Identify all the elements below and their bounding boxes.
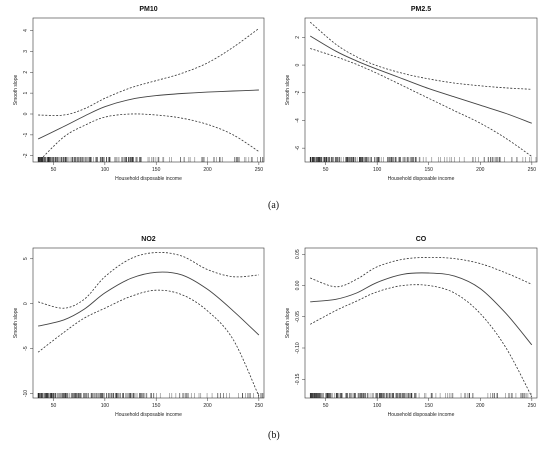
confidence-band-line xyxy=(309,21,532,90)
x-tick-label: 250 xyxy=(528,403,537,409)
plot-frame xyxy=(304,17,538,163)
x-tick-label: 150 xyxy=(425,167,434,173)
rug-marks xyxy=(37,157,264,162)
y-axis-label: Smooth slope xyxy=(13,74,19,105)
y-tick-label: 0 xyxy=(23,302,29,305)
x-tick-label: 50 xyxy=(51,403,57,409)
smooth-curve xyxy=(37,89,259,140)
chart-title: PM10 xyxy=(139,6,157,13)
y-tick-label: -6 xyxy=(295,146,301,151)
x-tick-label: 150 xyxy=(425,403,434,409)
y-tick-label: 0.05 xyxy=(295,249,301,259)
confidence-band-line xyxy=(310,256,532,288)
y-tick-label: 5 xyxy=(23,257,29,260)
chart-title: CO xyxy=(416,236,427,243)
y-tick-label: 0 xyxy=(23,112,29,115)
x-axis-label: Household disposable income xyxy=(388,412,455,418)
chart-title: PM2.5 xyxy=(411,6,431,13)
y-tick-label: 2 xyxy=(295,36,301,39)
x-tick-label: 200 xyxy=(203,403,212,409)
confidence-band-line xyxy=(38,251,259,309)
y-tick-label: -1 xyxy=(23,132,29,137)
y-tick-label: -0.05 xyxy=(295,311,301,323)
caption-b: (b) xyxy=(268,430,280,441)
plot-frame xyxy=(32,17,265,163)
x-tick-label: 100 xyxy=(373,167,382,173)
chart-panel-1: PM2.5 50 100 150 200 250 -6 -4 -2 0 2 Household dis… xyxy=(285,6,538,182)
y-tick-label: -4 xyxy=(295,118,301,123)
y-tick-label: 2 xyxy=(23,71,29,74)
plot-frame xyxy=(304,247,538,399)
x-axis-label: Household disposable income xyxy=(388,176,455,182)
y-tick-label: -0.10 xyxy=(295,342,301,354)
y-tick-label: 1 xyxy=(23,92,29,95)
y-tick-label: 3 xyxy=(23,50,29,53)
y-tick-label: 0 xyxy=(295,63,301,66)
x-tick-label: 250 xyxy=(528,167,537,173)
x-tick-label: 100 xyxy=(101,167,110,173)
rug-marks xyxy=(309,157,537,162)
caption-a: (a) xyxy=(268,200,280,211)
confidence-band-line xyxy=(38,28,260,116)
rug-marks xyxy=(37,393,264,398)
x-tick-label: 250 xyxy=(255,403,264,409)
x-tick-label: 250 xyxy=(255,167,264,173)
x-tick-label: 200 xyxy=(476,167,485,173)
y-tick-label: -2 xyxy=(295,90,301,95)
y-axis-label: Smooth slope xyxy=(285,307,291,338)
chart-panel-3: CO 50 100 150 200 250 -0.15 -0.10 -0.05 0.00 0.05 H… xyxy=(285,236,538,418)
chart-panel-2: NO2 50 100 150 200 250 -10 -5 0 5 Household dispos… xyxy=(13,236,265,418)
chart-title: NO2 xyxy=(141,236,156,243)
x-tick-label: 50 xyxy=(323,167,329,173)
x-tick-label: 200 xyxy=(476,403,485,409)
smooth-curve xyxy=(37,271,260,336)
plot-frame xyxy=(32,247,265,399)
y-axis-label: Smooth slope xyxy=(13,307,19,338)
x-axis-label: Household disposable income xyxy=(115,412,182,418)
x-tick-label: 100 xyxy=(373,403,382,409)
y-tick-label: -10 xyxy=(23,390,29,397)
confidence-band-line xyxy=(37,113,260,163)
y-tick-label: -5 xyxy=(23,346,29,351)
x-tick-label: 50 xyxy=(51,167,57,173)
rug-marks xyxy=(310,393,532,398)
x-tick-label: 200 xyxy=(203,167,212,173)
confidence-band-line xyxy=(310,48,533,157)
y-tick-label: 0.00 xyxy=(295,280,301,290)
x-tick-label: 150 xyxy=(152,167,161,173)
confidence-band-line xyxy=(310,284,533,397)
y-axis-label: Smooth slope xyxy=(285,74,291,105)
smooth-curve xyxy=(310,272,533,346)
chart-panel-0: PM10 50 100 150 200 250 -2 -1 0 1 2 3 4 Household dis… xyxy=(13,6,265,182)
x-tick-label: 150 xyxy=(152,403,161,409)
y-tick-label: -2 xyxy=(23,153,29,158)
x-axis-label: Household disposable income xyxy=(115,176,182,182)
x-tick-label: 100 xyxy=(101,403,110,409)
y-tick-label: -0.15 xyxy=(295,373,301,385)
confidence-band-line xyxy=(37,289,260,397)
y-tick-label: 4 xyxy=(23,29,29,32)
smooth-curve xyxy=(309,35,532,124)
x-tick-label: 50 xyxy=(323,403,329,409)
